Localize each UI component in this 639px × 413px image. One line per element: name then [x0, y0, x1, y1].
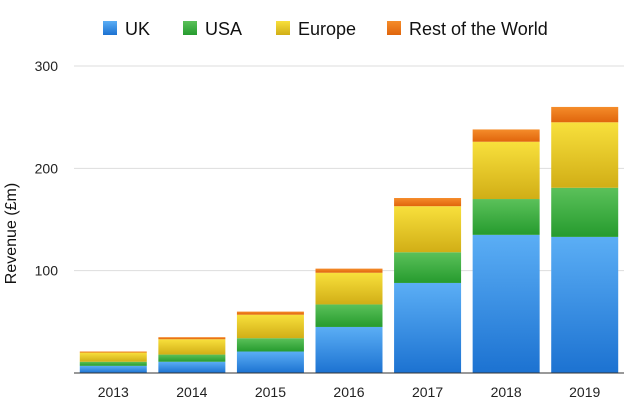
legend-label: USA: [205, 19, 242, 39]
bar-2016-rest-of-the-world: [315, 268, 383, 273]
y-tick-label: 100: [35, 263, 59, 279]
bar-2017-uk: [394, 282, 462, 373]
gridlines: [74, 65, 624, 272]
bar-2016-europe: [315, 272, 383, 305]
y-tick-label: 200: [35, 160, 59, 176]
bar-2015-rest-of-the-world: [236, 311, 304, 315]
bar-2013-usa: [79, 361, 147, 366]
bars: [79, 106, 619, 373]
bar-2017-europe: [394, 206, 462, 253]
legend-swatch: [387, 21, 401, 35]
y-axis-ticks: 100 200 300: [35, 58, 59, 279]
bar-2013-uk: [79, 365, 147, 373]
bar-2019-usa: [551, 187, 619, 237]
legend-item: Europe: [276, 19, 356, 39]
bar-2019-europe: [551, 122, 619, 188]
bar-2015-usa: [236, 338, 304, 352]
legend-label: Rest of the World: [409, 19, 548, 39]
x-tick-label: 2013: [98, 384, 129, 400]
bar-2014-europe: [158, 339, 226, 355]
legend-label: Europe: [298, 19, 356, 39]
x-tick-label: 2015: [255, 384, 286, 400]
bar-2018-uk: [472, 234, 540, 373]
y-tick-label: 300: [35, 58, 59, 74]
bar-2016-usa: [315, 304, 383, 327]
legend: UK USA Europe Rest of the World: [103, 19, 548, 39]
legend-label: UK: [125, 19, 150, 39]
x-tick-label: 2019: [569, 384, 600, 400]
x-tick-label: 2014: [176, 384, 207, 400]
bar-2014-uk: [158, 361, 226, 373]
bar-2014-usa: [158, 354, 226, 362]
bar-2015-europe: [236, 314, 304, 339]
bar-2019-uk: [551, 236, 619, 373]
legend-swatch: [183, 21, 197, 35]
legend-swatch: [103, 21, 117, 35]
bar-2013-rest-of-the-world: [79, 351, 147, 353]
legend-item: USA: [183, 19, 242, 39]
x-axis-ticks: 2013 2014 2015 2016 2017 2018 2019: [98, 384, 601, 400]
legend-item: UK: [103, 19, 150, 39]
bar-2017-rest-of-the-world: [394, 198, 462, 207]
bar-2016-uk: [315, 326, 383, 373]
legend-swatch: [276, 21, 290, 35]
bar-2015-uk: [236, 351, 304, 373]
bar-2018-europe: [472, 141, 540, 200]
bar-2014-rest-of-the-world: [158, 337, 226, 340]
bar-2013-europe: [79, 352, 147, 362]
x-tick-label: 2017: [412, 384, 443, 400]
bar-2017-usa: [394, 252, 462, 283]
bar-2018-usa: [472, 199, 540, 235]
bar-2019-rest-of-the-world: [551, 106, 619, 123]
x-tick-label: 2018: [491, 384, 522, 400]
y-axis-title: Revenue (£m): [3, 183, 20, 284]
legend-item: Rest of the World: [387, 19, 548, 39]
bar-2018-rest-of-the-world: [472, 129, 540, 142]
x-tick-label: 2016: [333, 384, 364, 400]
